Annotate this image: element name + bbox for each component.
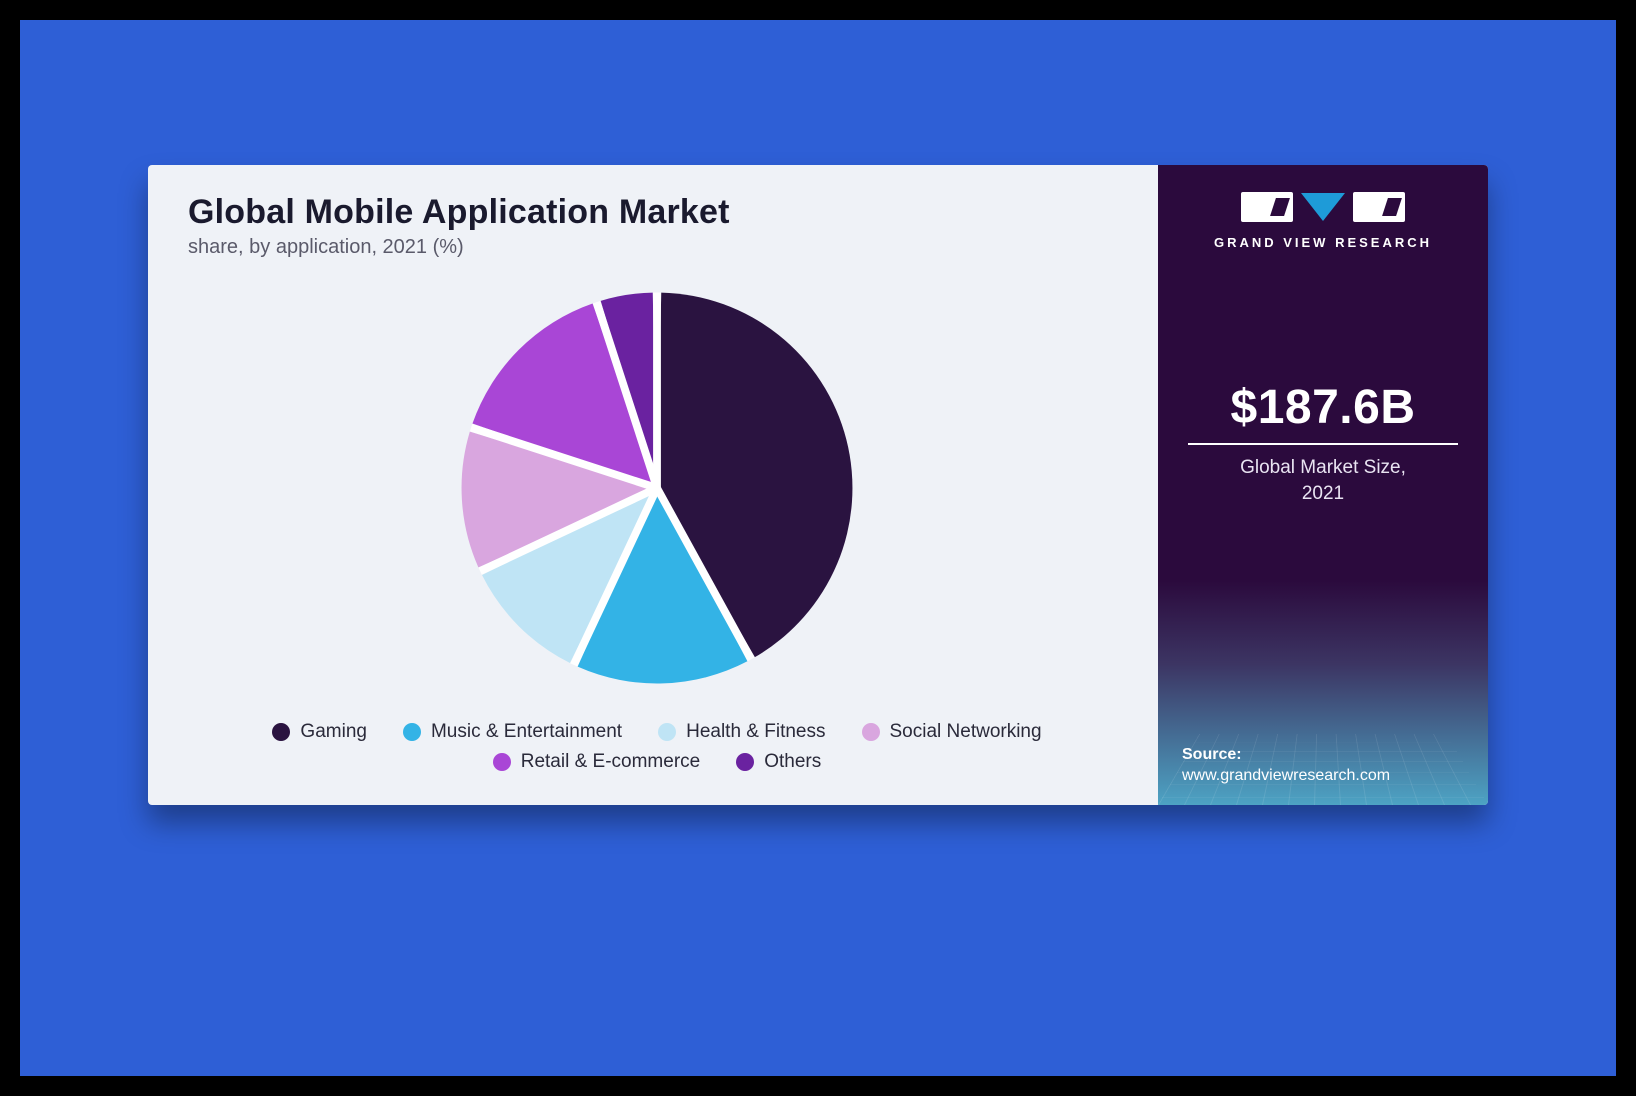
- legend-item: Others: [736, 751, 821, 773]
- infographic-card: Global Mobile Application Market share, …: [148, 165, 1488, 805]
- legend-item: Music & Entertainment: [403, 721, 622, 743]
- stat-label-line2: 2021: [1302, 483, 1344, 504]
- chart-title: Global Mobile Application Market: [188, 193, 1126, 232]
- legend-swatch-icon: [736, 753, 754, 771]
- left-panel: Global Mobile Application Market share, …: [148, 165, 1158, 805]
- legend-swatch-icon: [272, 723, 290, 741]
- legend-label: Retail & E-commerce: [521, 751, 701, 773]
- stat-block: $187.6B Global Market Size, 2021: [1182, 380, 1464, 506]
- legend-item: Retail & E-commerce: [493, 751, 701, 773]
- brand-logo: GRAND VIEW RESEARCH: [1182, 187, 1464, 250]
- stage: Global Mobile Application Market share, …: [20, 20, 1616, 1076]
- chart-subtitle: share, by application, 2021 (%): [188, 236, 1126, 259]
- source-url: www.grandviewresearch.com: [1182, 767, 1464, 785]
- stat-value: $187.6B: [1182, 380, 1464, 435]
- pie-chart: [442, 273, 872, 703]
- legend-label: Gaming: [300, 721, 367, 743]
- legend-swatch-icon: [658, 723, 676, 741]
- outer-frame: Global Mobile Application Market share, …: [0, 0, 1636, 1096]
- legend-label: Health & Fitness: [686, 721, 825, 743]
- legend-label: Others: [764, 751, 821, 773]
- source-block: Source: www.grandviewresearch.com: [1182, 746, 1464, 785]
- legend-item: Social Networking: [862, 721, 1042, 743]
- legend-label: Social Networking: [890, 721, 1042, 743]
- stat-label: Global Market Size, 2021: [1182, 455, 1464, 506]
- legend-label: Music & Entertainment: [431, 721, 622, 743]
- legend: Gaming Music & Entertainment Health & Fitn…: [188, 721, 1126, 773]
- legend-swatch-icon: [403, 723, 421, 741]
- brand-logo-mark: [1241, 187, 1405, 227]
- logo-triangle-icon: [1301, 193, 1345, 221]
- brand-name: GRAND VIEW RESEARCH: [1214, 235, 1432, 250]
- logo-bar-left-icon: [1241, 192, 1293, 222]
- legend-swatch-icon: [862, 723, 880, 741]
- legend-item: Gaming: [272, 721, 367, 743]
- stat-label-line1: Global Market Size,: [1240, 457, 1406, 478]
- legend-item: Health & Fitness: [658, 721, 825, 743]
- chart-container: [188, 273, 1126, 703]
- stat-divider: [1188, 443, 1458, 445]
- source-label: Source:: [1182, 746, 1464, 764]
- right-panel: GRAND VIEW RESEARCH $187.6B Global Marke…: [1158, 165, 1488, 805]
- logo-bar-right-icon: [1353, 192, 1405, 222]
- legend-swatch-icon: [493, 753, 511, 771]
